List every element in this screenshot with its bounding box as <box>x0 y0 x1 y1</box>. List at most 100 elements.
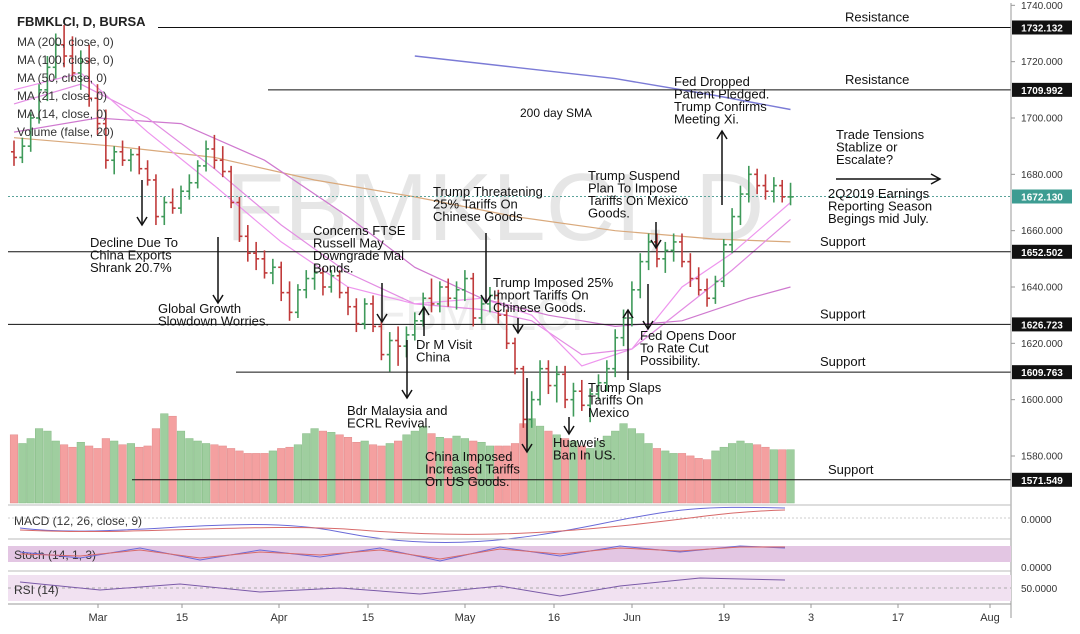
volume-bar <box>711 450 720 504</box>
candle <box>370 295 377 333</box>
annotation-arrow-head <box>563 425 575 436</box>
annotation: 2Q2019 Earnings Reporting Season Begings m… <box>828 186 932 226</box>
annotation-line: To Rate Cut <box>640 341 709 356</box>
candle <box>495 289 502 324</box>
volume-bar <box>227 448 236 504</box>
candle <box>770 177 777 203</box>
annotation-line: Trade Tensions <box>836 127 925 142</box>
candle <box>411 312 418 341</box>
candle <box>695 267 702 296</box>
candle <box>144 160 151 186</box>
support-resistance-levels: Resistance 1732.132 Resistance 1709.992 Supp… <box>8 9 1072 487</box>
annotation-line: Trump Imposed 25% <box>493 275 614 290</box>
annotation-line: Mexico <box>588 405 629 420</box>
annotation: Fed Dropped Patient Pledged. Trump Confirm… <box>674 74 769 205</box>
volume-bar <box>352 441 361 504</box>
volume-bar <box>143 445 152 504</box>
volume-bar <box>101 438 110 504</box>
candle <box>386 332 393 372</box>
level-price-label: 1571.549 <box>1021 476 1063 487</box>
rsi-line <box>19 577 786 597</box>
candle <box>361 298 368 330</box>
candle <box>512 337 518 375</box>
candle <box>86 44 93 107</box>
volume-bar <box>510 443 520 504</box>
candle <box>27 112 34 152</box>
macd-signal-line <box>19 509 786 535</box>
annotation-text: Huawei's Ban In US. <box>553 435 616 463</box>
candle <box>136 146 143 175</box>
volume-bar <box>586 448 595 504</box>
volume-bar <box>85 445 94 504</box>
level-price-tag <box>1012 82 1072 97</box>
volume-bar <box>694 458 703 504</box>
annotation-text: China Imposed Increased Tariffs On US Good… <box>425 449 520 489</box>
annotation: Trade Tensions Stablize or Escalate? <box>836 127 942 185</box>
last-price-label: 1672.130 <box>1021 192 1063 203</box>
y-tick-label: 1680.000 <box>1021 170 1063 181</box>
annotation-text: Global Growth Slowdown Worries. <box>158 301 269 329</box>
level-price-tag <box>1012 20 1072 35</box>
y-tick-label: 1600.000 <box>1021 395 1063 406</box>
volume-bar <box>210 444 219 504</box>
annotation-line: Shrank 20.7% <box>90 260 172 275</box>
x-tick-label: 15 <box>176 612 188 624</box>
annotation-line: Trump Suspend <box>588 168 680 183</box>
volume-bar <box>277 448 286 504</box>
level-price-label: 1609.763 <box>1021 368 1063 379</box>
volume-bars <box>9 413 795 504</box>
annotation-line: Fed Opens Door <box>640 328 737 343</box>
volume-bar <box>477 441 486 504</box>
annotation-line: Reporting Season <box>828 199 932 214</box>
candle <box>169 188 176 214</box>
volume-bar <box>485 445 494 504</box>
candle <box>69 36 76 82</box>
indicator-legend: FBMKLCI, D, BURSA MA (200, close, 0) MA … <box>17 14 146 139</box>
volume-bar <box>135 446 144 504</box>
annotation-line: China <box>416 350 451 365</box>
volume-bar <box>110 440 119 504</box>
annotation: Trump Threatening 25% Tariffs On Chinese G… <box>433 184 543 305</box>
candle <box>353 298 360 333</box>
level-price-label: 1732.132 <box>1021 23 1063 34</box>
volume-bar <box>569 440 578 504</box>
annotation-text: Concerns FTSE Russell May Downgrade Mal Bon… <box>313 223 406 276</box>
volume-bar <box>35 428 44 504</box>
candle <box>762 174 769 200</box>
annotation-text: Fed Dropped Patient Pledged. Trump Confirm… <box>674 74 769 127</box>
candles <box>11 25 794 428</box>
volume-bar <box>9 434 19 504</box>
annotation-line: Bdr Malaysia and <box>347 403 447 418</box>
annotation-line: Concerns FTSE <box>313 223 406 238</box>
annotation-line: China Imposed <box>425 449 512 464</box>
annotation: Dr M Visit China <box>416 305 472 365</box>
volume-bar <box>761 446 770 504</box>
annotation-text: 200 day SMA <box>520 106 592 120</box>
volume-bar <box>728 443 737 504</box>
legend-ma14: MA (14, close, 0) <box>17 107 107 121</box>
y-tick-label: 1720.000 <box>1021 57 1063 68</box>
volume-bar <box>268 450 277 504</box>
annotation-arrow-head <box>642 320 654 331</box>
volume-bar <box>51 440 60 504</box>
annotation-line: Goods. <box>588 206 630 221</box>
annotation-arrow-head <box>521 443 533 454</box>
candle <box>36 84 43 124</box>
candle <box>687 253 694 287</box>
volume-bar <box>469 440 478 504</box>
annotation-line: Plan To Impose <box>588 181 677 196</box>
volume-bar <box>703 459 712 504</box>
stoch-value: 0.0000 <box>1021 563 1052 574</box>
annotation: Concerns FTSE Russell May Downgrade Mal Bon… <box>313 223 406 324</box>
macd-value: 0.0000 <box>1021 515 1052 526</box>
annotation-line: Escalate? <box>836 152 893 167</box>
volume-bar <box>18 443 27 504</box>
candle <box>253 241 260 271</box>
rsi-label: RSI (14) <box>14 583 59 597</box>
annotation-line: Patient Pledged. <box>674 87 769 102</box>
candle <box>278 261 285 302</box>
annotation-line: 25% Tariffs On <box>433 197 518 212</box>
candle <box>152 174 159 226</box>
